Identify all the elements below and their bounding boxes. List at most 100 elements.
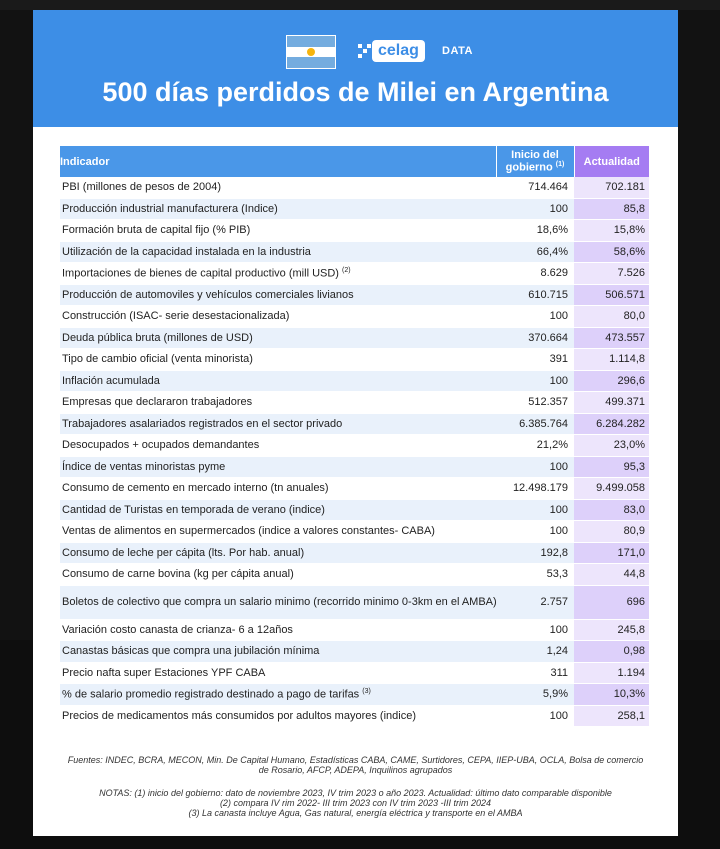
logo-suffix: DATA — [442, 45, 473, 57]
indicator-cell: % de salario promedio registrado destina… — [60, 683, 496, 706]
table-row: Empresas que declararon trabajadores 512.… — [60, 391, 649, 414]
current-value-cell: 83,0 — [574, 499, 649, 521]
table-row: Variación costo canasta de crianza- 6 a … — [60, 619, 649, 641]
table-row: Cantidad de Turistas en temporada de ver… — [60, 499, 649, 521]
start-value-cell: 8.629 — [496, 262, 574, 285]
current-value-cell: 9.499.058 — [574, 477, 649, 500]
page-title: 500 días perdidos de Milei en Argentina — [102, 77, 609, 107]
current-value-cell: 1.194 — [574, 662, 649, 684]
start-value-cell: 100 — [496, 370, 574, 392]
indicator-cell: Consumo de leche per cápita (lts. Por ha… — [60, 542, 496, 564]
table-row: Consumo de leche per cápita (lts. Por ha… — [60, 542, 649, 564]
start-value-cell: 5,9% — [496, 683, 574, 706]
indicator-label: Trabajadores asalariados registrados en … — [62, 417, 343, 430]
start-value-cell: 21,2% — [496, 434, 574, 457]
current-value-cell: 7.526 — [574, 262, 649, 285]
indicator-label: Cantidad de Turistas en temporada de ver… — [62, 503, 325, 516]
indicator-cell: Consumo de cemento en mercado interno (t… — [60, 477, 496, 500]
current-value-cell: 23,0% — [574, 434, 649, 457]
indicator-cell: Deuda pública bruta (millones de USD) — [60, 327, 496, 349]
indicator-cell: Trabajadores asalariados registrados en … — [60, 413, 496, 435]
logo-dots-icon — [358, 44, 372, 60]
indicator-label: Boletos de colectivo que compra un salar… — [62, 596, 497, 608]
argentina-flag-icon — [286, 35, 336, 69]
start-value-cell: 100 — [496, 499, 574, 521]
indicator-label: Precio nafta super Estaciones YPF CABA — [62, 666, 266, 679]
indicator-label: Formación bruta de capital fijo (% PIB) — [62, 224, 251, 237]
current-value-cell: 245,8 — [574, 619, 649, 641]
logo-wordmark: celag — [372, 40, 425, 62]
indicator-cell: Formación bruta de capital fijo (% PIB) — [60, 219, 496, 242]
table-row: Deuda pública bruta (millones de USD) 370… — [60, 327, 649, 349]
current-value-cell: 15,8% — [574, 219, 649, 242]
indicator-label: % de salario promedio registrado destina… — [62, 688, 360, 701]
column-header-indicator: Indicador — [60, 146, 496, 177]
header-banner: celag DATA 500 días perdidos de Milei en… — [33, 10, 678, 127]
start-value-cell: 391 — [496, 348, 574, 371]
indicator-cell: Tipo de cambio oficial (venta minorista) — [60, 348, 496, 371]
indicator-label: Producción de automoviles y vehículos co… — [62, 288, 354, 301]
indicator-label: Variación costo canasta de crianza- 6 a … — [62, 623, 293, 636]
start-value-cell: 18,6% — [496, 219, 574, 242]
start-value-cell: 192,8 — [496, 542, 574, 564]
current-value-cell: 171,0 — [574, 542, 649, 564]
indicator-cell: Cantidad de Turistas en temporada de ver… — [60, 499, 496, 521]
indicators-table: Indicador Inicio del gobierno (1) Actual… — [60, 146, 649, 727]
table-header-row: Indicador Inicio del gobierno (1) Actual… — [60, 146, 649, 177]
start-value-cell: 66,4% — [496, 241, 574, 263]
indicator-cell: Ventas de alimentos en supermercados (in… — [60, 520, 496, 543]
start-value-cell: 100 — [496, 305, 574, 328]
indicator-cell: Desocupados + ocupados demandantes — [60, 434, 496, 457]
start-value-cell: 370.664 — [496, 327, 574, 349]
current-value-cell: 296,6 — [574, 370, 649, 392]
current-value-cell: 95,3 — [574, 456, 649, 478]
column-header-start-note: (1) — [555, 161, 565, 169]
table-row: Trabajadores asalariados registrados en … — [60, 413, 649, 435]
indicator-label: Desocupados + ocupados demandantes — [62, 439, 260, 452]
table-row: % de salario promedio registrado destina… — [60, 683, 649, 706]
table-row: Canastas básicas que compra una jubilaci… — [60, 640, 649, 663]
indicator-label: Precios de medicamentos más consumidos p… — [62, 709, 416, 722]
note-1: NOTAS: (1) inicio del gobierno: dato de … — [99, 788, 612, 798]
indicator-cell: Producción industrial manufacturera (Ind… — [60, 198, 496, 220]
table-row: PBI (millones de pesos de 2004) 714.464 70… — [60, 177, 649, 199]
table-row: Producción industrial manufacturera (Ind… — [60, 198, 649, 220]
start-value-cell: 100 — [496, 705, 574, 727]
note-3: (3) La canasta incluye Agua, Gas natural… — [188, 808, 523, 818]
indicator-label: Ventas de alimentos en supermercados (in… — [62, 525, 435, 538]
start-value-cell: 100 — [496, 198, 574, 220]
indicator-cell: Variación costo canasta de crianza- 6 a … — [60, 619, 496, 641]
table-row: Producción de automoviles y vehículos co… — [60, 284, 649, 306]
current-value-cell: 6.284.282 — [574, 413, 649, 435]
start-value-cell: 610.715 — [496, 284, 574, 306]
note-2: (2) compara IV rim 2022- III trim 2023 c… — [219, 798, 492, 808]
table-row: Consumo de cemento en mercado interno (t… — [60, 477, 649, 500]
start-value-cell: 100 — [496, 520, 574, 543]
current-value-cell: 80,0 — [574, 305, 649, 328]
table-row: Índice de ventas minoristas pyme 100 95,3 — [60, 456, 649, 478]
indicator-cell: Índice de ventas minoristas pyme — [60, 456, 496, 478]
current-value-cell: 696 — [574, 585, 649, 620]
start-value-cell: 512.357 — [496, 391, 574, 414]
indicator-cell: Consumo de carne bovina (kg per cápita a… — [60, 563, 496, 586]
current-value-cell: 473.557 — [574, 327, 649, 349]
indicator-note: (3) — [362, 687, 371, 695]
table-row: Precio nafta super Estaciones YPF CABA 31… — [60, 662, 649, 684]
indicator-cell: PBI (millones de pesos de 2004) — [60, 177, 496, 199]
table-row: Inflación acumulada 100 296,6 — [60, 370, 649, 392]
table-row: Ventas de alimentos en supermercados (in… — [60, 520, 649, 543]
indicator-cell: Canastas básicas que compra una jubilaci… — [60, 640, 496, 663]
indicator-label: Consumo de leche per cápita (lts. Por ha… — [62, 546, 305, 559]
table-row: Consumo de carne bovina (kg per cápita a… — [60, 563, 649, 586]
background-top — [0, 0, 720, 10]
indicator-cell: Importaciones de bienes de capital produ… — [60, 262, 496, 285]
table-row: Desocupados + ocupados demandantes 21,2% 2… — [60, 434, 649, 457]
indicator-label: Tipo de cambio oficial (venta minorista) — [62, 353, 253, 366]
indicator-label: Consumo de cemento en mercado interno (t… — [62, 482, 329, 495]
current-value-cell: 80,9 — [574, 520, 649, 543]
indicator-label: Producción industrial manufacturera (Ind… — [62, 202, 278, 215]
indicator-label: Importaciones de bienes de capital produ… — [62, 267, 339, 280]
indicator-cell: Utilización de la capacidad instalada en… — [60, 241, 496, 263]
current-value-cell: 702.181 — [574, 177, 649, 199]
column-header-start: Inicio del gobierno (1) — [495, 146, 574, 177]
